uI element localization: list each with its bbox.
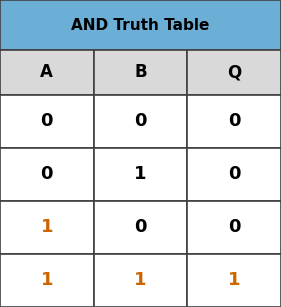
Text: B: B: [134, 64, 147, 81]
Text: 0: 0: [228, 219, 241, 236]
Bar: [0, 201, 94, 254]
Text: AND Truth Table: AND Truth Table: [71, 17, 210, 33]
Bar: [94, 201, 187, 254]
Bar: [0, 95, 94, 148]
Text: 0: 0: [40, 112, 53, 130]
Bar: [94, 50, 187, 95]
Bar: [187, 148, 281, 201]
Bar: [187, 254, 281, 307]
Bar: [187, 201, 281, 254]
Bar: [0, 254, 94, 307]
Text: 0: 0: [40, 165, 53, 184]
Bar: [0, 148, 94, 201]
Text: 0: 0: [228, 165, 241, 184]
Text: 1: 1: [228, 271, 241, 290]
Bar: [94, 254, 187, 307]
Bar: [0, 0, 281, 50]
Text: A: A: [40, 64, 53, 81]
Bar: [94, 95, 187, 148]
Text: 1: 1: [134, 271, 147, 290]
Text: Q: Q: [227, 64, 241, 81]
Text: 0: 0: [134, 112, 147, 130]
Text: 1: 1: [40, 219, 53, 236]
Bar: [187, 95, 281, 148]
Text: 1: 1: [40, 271, 53, 290]
Bar: [187, 50, 281, 95]
Text: 0: 0: [134, 219, 147, 236]
Bar: [0, 50, 94, 95]
Bar: [94, 148, 187, 201]
Text: 1: 1: [134, 165, 147, 184]
Text: 0: 0: [228, 112, 241, 130]
